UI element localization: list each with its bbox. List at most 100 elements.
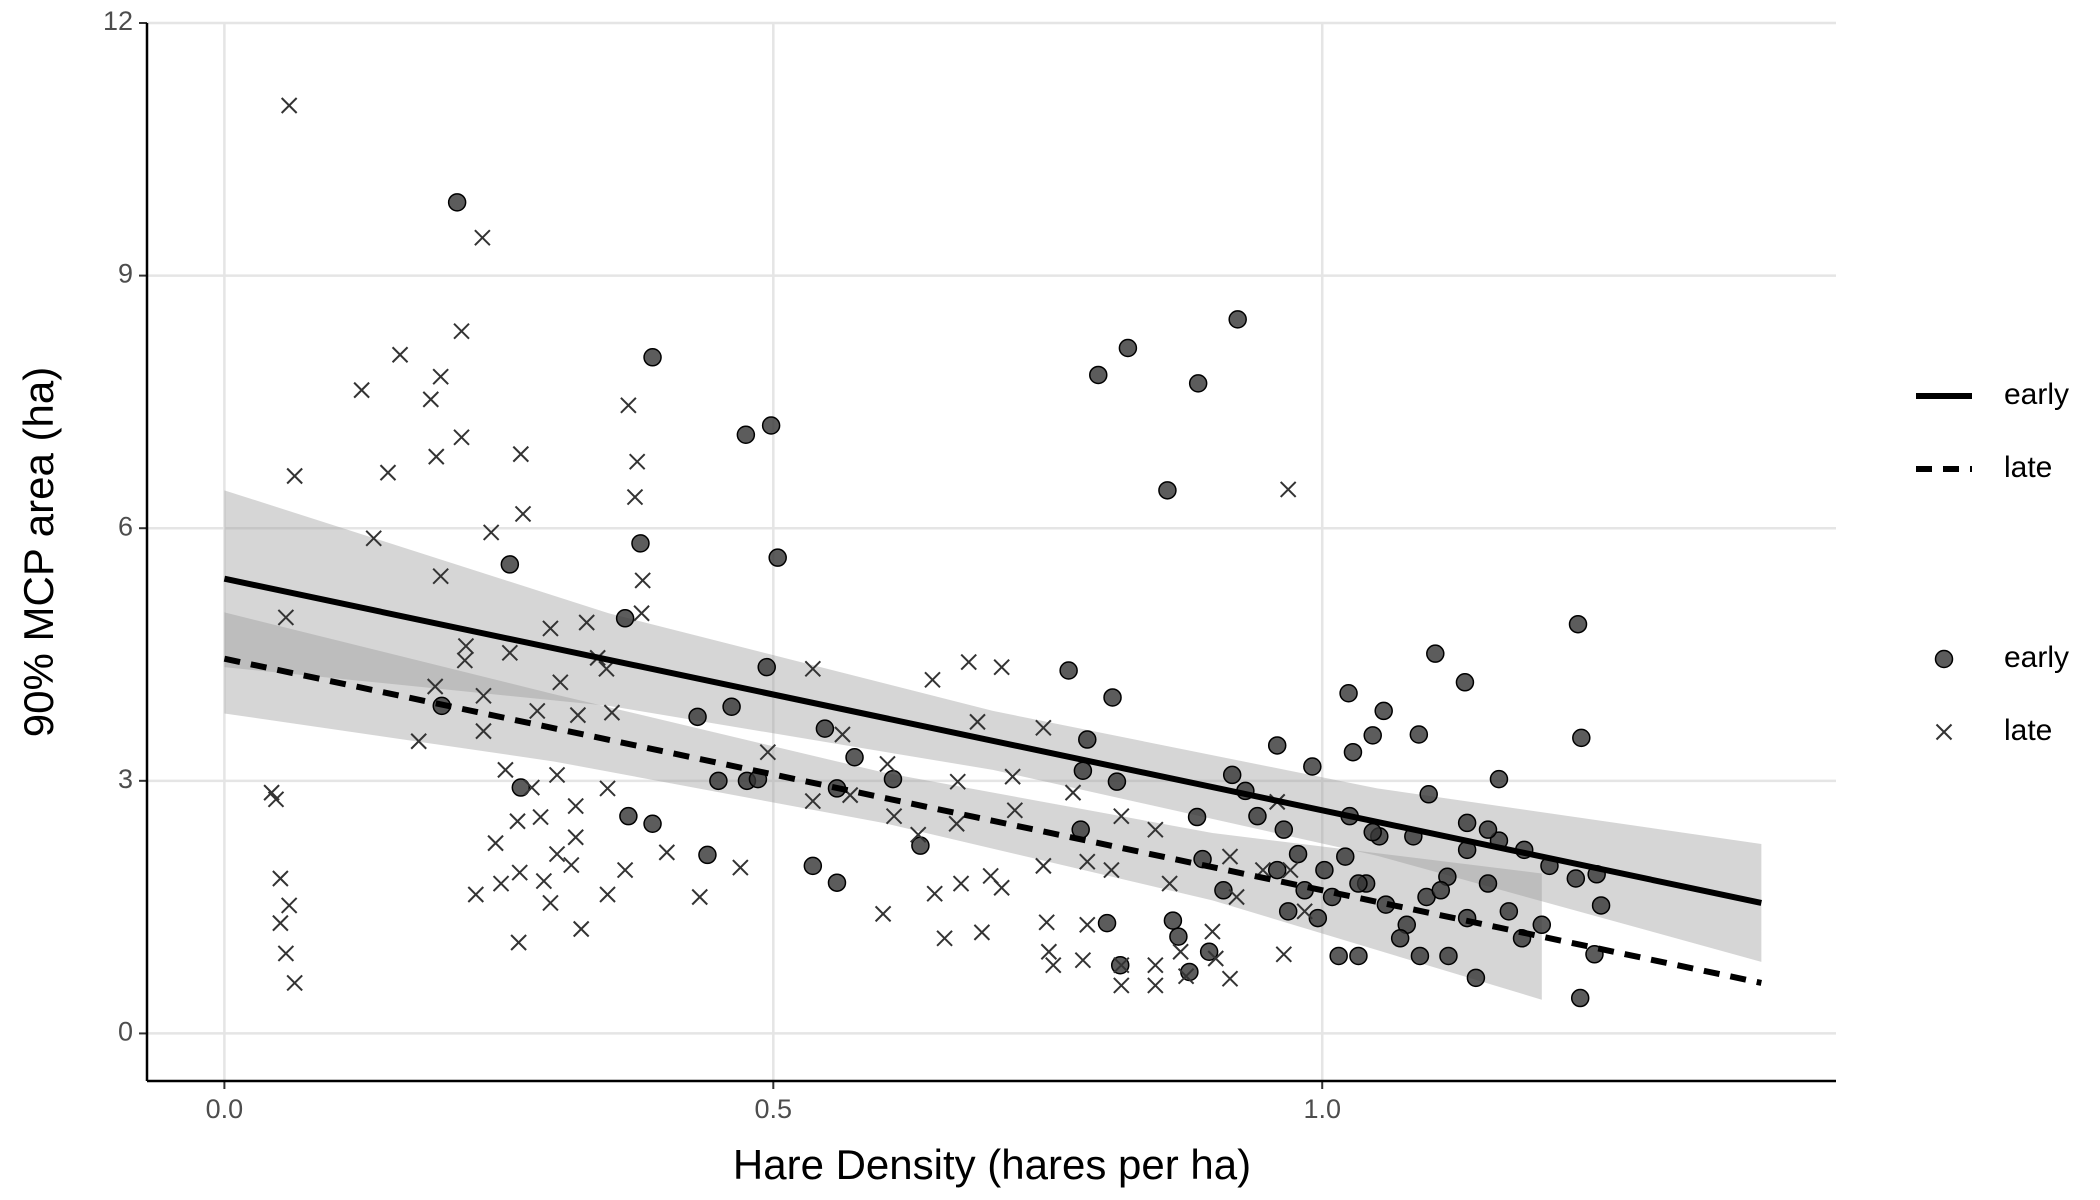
point xyxy=(910,826,927,843)
point-stroke xyxy=(391,346,409,363)
y-tick-label: 6 xyxy=(118,511,133,541)
point-stroke xyxy=(949,773,966,790)
point xyxy=(578,614,595,631)
point xyxy=(482,524,500,541)
point xyxy=(827,873,847,892)
point-stroke xyxy=(633,605,650,622)
point xyxy=(497,761,514,779)
point xyxy=(1278,902,1298,921)
point xyxy=(1228,888,1245,906)
point-stroke xyxy=(924,671,941,688)
point xyxy=(280,897,298,914)
point xyxy=(1455,673,1475,692)
point-stroke xyxy=(523,779,540,796)
point-stroke xyxy=(804,792,822,810)
point-stroke xyxy=(532,808,549,826)
point xyxy=(761,416,781,435)
point xyxy=(1288,844,1308,864)
point-stroke xyxy=(428,448,445,465)
point-stroke xyxy=(1161,875,1178,892)
point xyxy=(1410,946,1430,966)
point xyxy=(1097,913,1117,933)
point-stroke xyxy=(552,674,569,691)
point-stroke xyxy=(1113,957,1130,974)
point-stroke xyxy=(501,644,519,662)
point xyxy=(1221,848,1239,865)
legend-label: late xyxy=(2004,714,2052,747)
point xyxy=(1078,730,1097,749)
point-stroke xyxy=(426,678,444,695)
point xyxy=(1568,614,1588,634)
point xyxy=(1591,896,1611,915)
point xyxy=(1163,911,1183,930)
point xyxy=(1478,820,1498,839)
point xyxy=(969,713,986,731)
point xyxy=(474,229,491,246)
point-stroke xyxy=(628,453,646,470)
point xyxy=(599,780,616,797)
point xyxy=(379,464,397,481)
point-stroke xyxy=(263,784,280,801)
point xyxy=(815,719,835,738)
y-tick-label: 9 xyxy=(118,259,133,289)
point xyxy=(1006,802,1024,819)
point xyxy=(803,856,823,876)
point xyxy=(626,488,644,506)
point xyxy=(1187,807,1207,827)
point-stroke xyxy=(732,859,749,876)
point-stroke xyxy=(1035,857,1052,875)
point-stroke xyxy=(272,914,289,932)
point xyxy=(572,920,590,938)
point xyxy=(1570,988,1590,1008)
point-stroke xyxy=(599,886,616,903)
point-stroke xyxy=(509,813,526,830)
point-stroke xyxy=(277,945,295,962)
point xyxy=(1207,950,1224,967)
point-stroke xyxy=(1221,848,1239,865)
point-stroke xyxy=(634,572,651,589)
point-stroke xyxy=(936,930,953,947)
point xyxy=(1363,822,1382,842)
fit-line xyxy=(223,575,1762,906)
point-stroke xyxy=(1079,916,1096,934)
point xyxy=(1489,769,1509,789)
point xyxy=(1282,861,1299,879)
point xyxy=(949,773,966,790)
point xyxy=(1040,943,1058,960)
point xyxy=(1147,977,1164,994)
point xyxy=(1279,481,1297,498)
y-tick-label: 3 xyxy=(118,764,133,794)
point xyxy=(457,637,475,655)
point xyxy=(1466,968,1486,988)
point-stroke xyxy=(993,658,1010,676)
point xyxy=(1177,967,1195,985)
y-axis-title: 90% MCP area (ha) xyxy=(15,367,62,737)
point xyxy=(845,747,864,767)
point xyxy=(1035,857,1052,875)
point xyxy=(1204,923,1221,940)
point-stroke xyxy=(1040,943,1058,960)
point xyxy=(1439,946,1458,966)
point xyxy=(1113,807,1130,825)
point xyxy=(1038,914,1055,931)
point-stroke xyxy=(365,530,382,547)
point xyxy=(511,864,528,881)
point xyxy=(1169,927,1188,946)
point xyxy=(1103,688,1122,707)
point xyxy=(885,807,903,825)
point-stroke xyxy=(542,620,559,637)
point-stroke xyxy=(272,870,289,887)
point xyxy=(391,346,409,363)
point xyxy=(1228,310,1247,329)
point-stroke xyxy=(567,797,584,815)
y-tick-label: 12 xyxy=(103,6,133,36)
point-stroke xyxy=(492,875,510,892)
point-stroke xyxy=(1296,903,1313,920)
point-stroke xyxy=(1275,946,1293,963)
point xyxy=(1267,736,1287,755)
point xyxy=(548,845,566,863)
point xyxy=(532,808,549,826)
point-stroke xyxy=(759,743,777,761)
point xyxy=(410,733,427,750)
